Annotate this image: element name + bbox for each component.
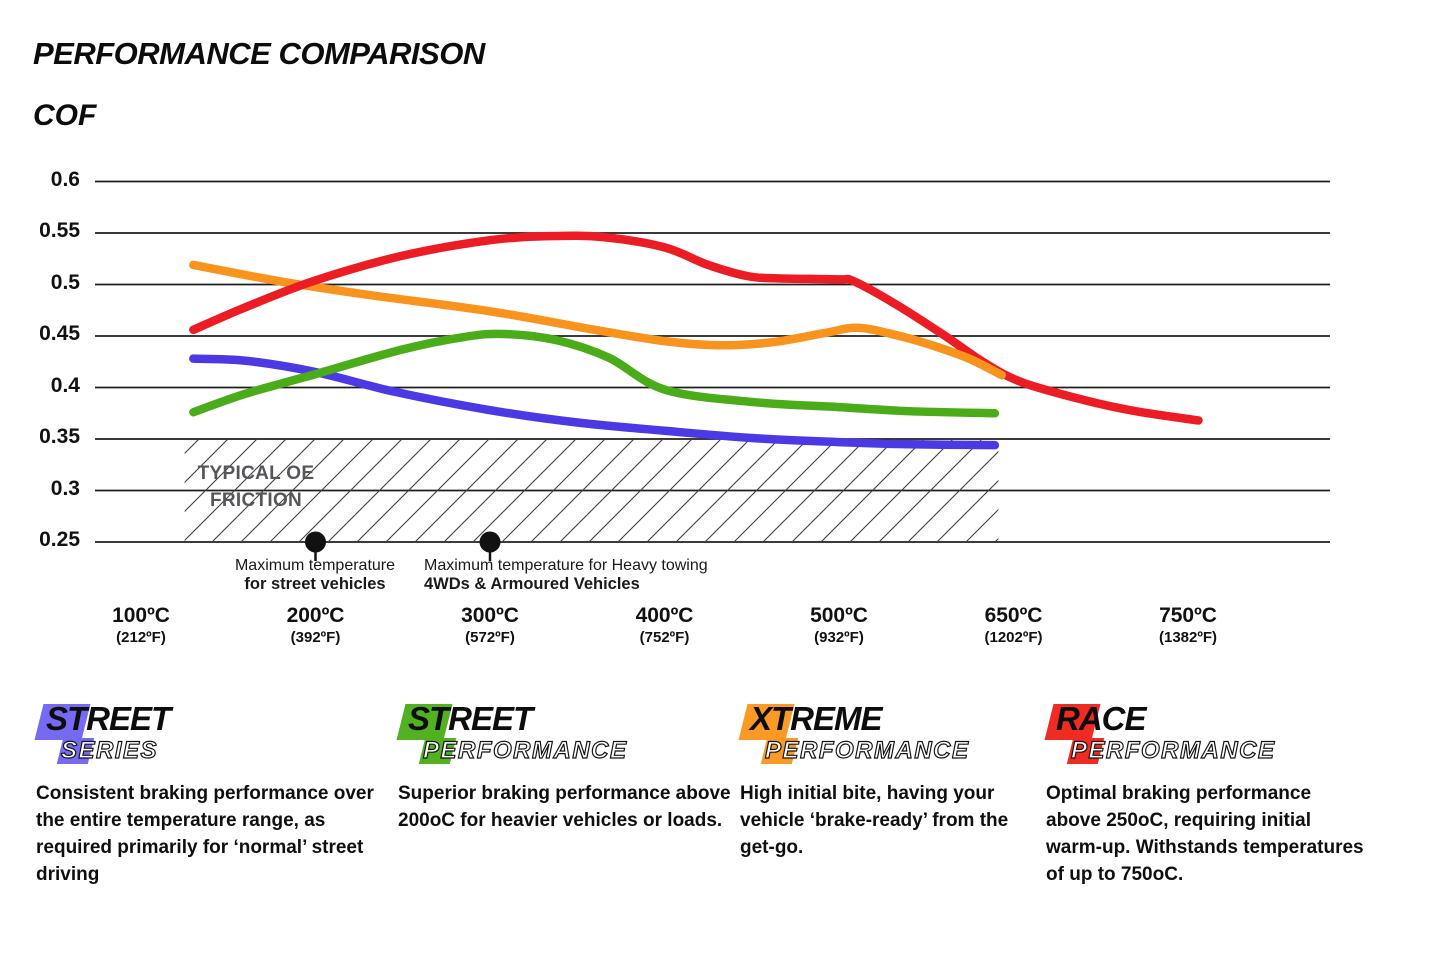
series-line-tail-xtreme-performance <box>927 341 1007 380</box>
marker-dot-1 <box>305 531 326 553</box>
logo-word2: PERFORMANCE <box>1070 736 1276 764</box>
legend-xtreme-performance: XTREME PERFORMANCE High initial bite, ha… <box>738 700 1030 861</box>
logo-word2: PERFORMANCE <box>422 736 628 764</box>
logo-word1: XTREME <box>750 700 883 737</box>
logo-word2: SERIES <box>60 736 159 764</box>
marker-dot-2 <box>479 531 501 553</box>
street-performance-description: Superior braking performance above 200oC… <box>398 783 731 831</box>
oe-friction-hatch <box>184 439 999 542</box>
logo-word1: STREET <box>408 700 533 737</box>
race-performance-logo: RACE PERFORMANCE <box>1044 700 1371 765</box>
race-performance-description: Optimal braking performance above 250oC,… <box>1046 783 1364 885</box>
legend-street-series: STREET SERIES Consistent braking perform… <box>34 700 376 888</box>
series-line-street-series <box>189 354 1000 450</box>
series-line-street-performance <box>189 329 1000 418</box>
series-line-xtreme-performance <box>189 260 1007 380</box>
logo-word1: STREET <box>46 700 171 737</box>
y-axis-title: COF <box>33 99 97 132</box>
street-series-description: Consistent braking performance over the … <box>36 783 374 885</box>
street-series-logo: STREET SERIES <box>34 700 376 765</box>
logo-word2: PERFORMANCE <box>764 736 970 764</box>
street-performance-logo: STREET PERFORMANCE <box>396 700 738 765</box>
logo-word1: RACE <box>1056 700 1147 737</box>
legend-race-performance: RACE PERFORMANCE Optimal braking perform… <box>1044 700 1371 888</box>
xtreme-performance-description: High initial bite, having your vehicle ‘… <box>740 783 1009 858</box>
series-line-race-performance <box>189 231 1203 425</box>
page-title: PERFORMANCE COMPARISON <box>33 36 485 71</box>
legend-street-performance: STREET PERFORMANCE Superior braking perf… <box>396 700 738 834</box>
xtreme-performance-logo: XTREME PERFORMANCE <box>738 700 1030 765</box>
